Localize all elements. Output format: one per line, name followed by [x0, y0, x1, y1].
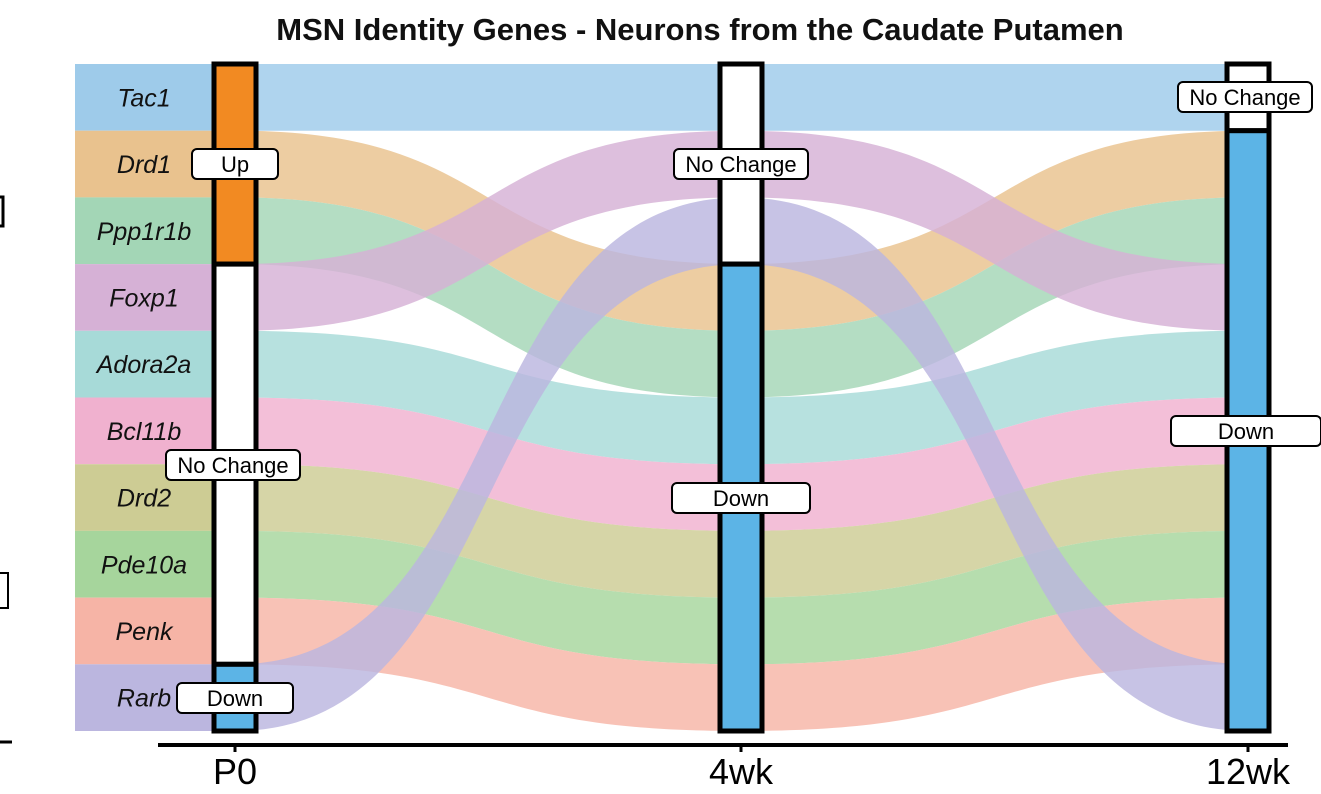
gene-label-drd1: Drd1 [117, 151, 171, 179]
stage-label-box-4wk-no-change [673, 148, 809, 180]
stage-label-p0-no-change: No Change [177, 453, 288, 478]
gene-label-backgrounds [75, 64, 235, 731]
stage-label-box-p0-up [191, 148, 279, 180]
gene-label-foxp1: Foxp1 [109, 284, 178, 312]
flow-ribbons [235, 64, 1248, 731]
stage-label-12wk-no-change: No Change [1189, 85, 1300, 110]
flow-foxp1-p0-to-4wk [235, 130, 741, 331]
flow-tac1-4wk-to-12wk [741, 64, 1248, 131]
cropped-frame-marks [0, 195, 12, 744]
gene-label-bg-penk [75, 597, 235, 665]
stage-label-box-4wk-down [671, 482, 811, 514]
x-tick-label-p0: P0 [213, 751, 257, 792]
gene-label-bg-tac1 [75, 64, 235, 131]
flow-rarb-4wk-to-12wk [741, 197, 1248, 731]
stage-label-12wk-down: Down [1218, 419, 1274, 444]
stage-label-4wk-no-change: No Change [685, 152, 796, 177]
gene-label-drd2: Drd2 [117, 485, 171, 513]
stage-label-p0-down: Down [207, 686, 263, 711]
gene-label-bg-pde10a [75, 530, 235, 598]
flow-foxp1-4wk-to-12wk [741, 130, 1248, 331]
flow-drd2-4wk-to-12wk [741, 464, 1248, 598]
x-axis-ticks: P0 4wk 12wk [213, 745, 1291, 792]
flow-pde10a-p0-to-4wk [235, 530, 741, 665]
x-tick-label-4wk: 4wk [709, 751, 774, 792]
flow-rarb-p0-to-4wk [235, 197, 741, 731]
stage-label-box-p0-no-change [165, 449, 301, 481]
flow-drd2-p0-to-4wk [235, 464, 741, 598]
x-tick-label-12wk: 12wk [1206, 751, 1291, 792]
gene-label-ppp1r1b: Ppp1r1b [97, 218, 192, 246]
stage-labels: Up No Change Down No Change Down No Change Dow… [165, 81, 1321, 714]
gene-label-bg-ppp1r1b [75, 197, 235, 265]
gene-label-penk: Penk [116, 618, 174, 646]
gene-label-adora2a: Adora2a [95, 351, 192, 379]
flow-adora2a-4wk-to-12wk [741, 330, 1248, 465]
flow-ppp1r1b-p0-to-4wk [235, 197, 741, 398]
flow-ppp1r1b-4wk-to-12wk [741, 197, 1248, 398]
gene-label-pde10a: Pde10a [101, 551, 187, 579]
stage-label-p0-up: Up [221, 152, 249, 177]
gene-label-bcl11b: Bcl11b [107, 418, 182, 446]
flow-adora2a-p0-to-4wk [235, 330, 741, 465]
gene-label-rarb: Rarb [117, 685, 171, 713]
gene-labels: Tac1 Drd1 Ppp1r1b Foxp1 Adora2a Bcl11b Drd2 Pde… [95, 84, 192, 712]
gene-label-tac1: Tac1 [117, 84, 170, 112]
gene-label-bg-adora2a [75, 330, 235, 398]
gene-label-bg-foxp1 [75, 264, 235, 331]
flow-pde10a-4wk-to-12wk [741, 530, 1248, 665]
chart-title: MSN Identity Genes - Neurons from the Ca… [276, 12, 1123, 47]
stage-label-box-12wk-down [1170, 415, 1321, 447]
stage-label-box-12wk-no-change [1177, 81, 1313, 113]
stage-label-4wk-down: Down [713, 486, 769, 511]
stage-label-box-p0-down [176, 682, 294, 714]
flow-tac1-p0-to-4wk [235, 64, 741, 131]
